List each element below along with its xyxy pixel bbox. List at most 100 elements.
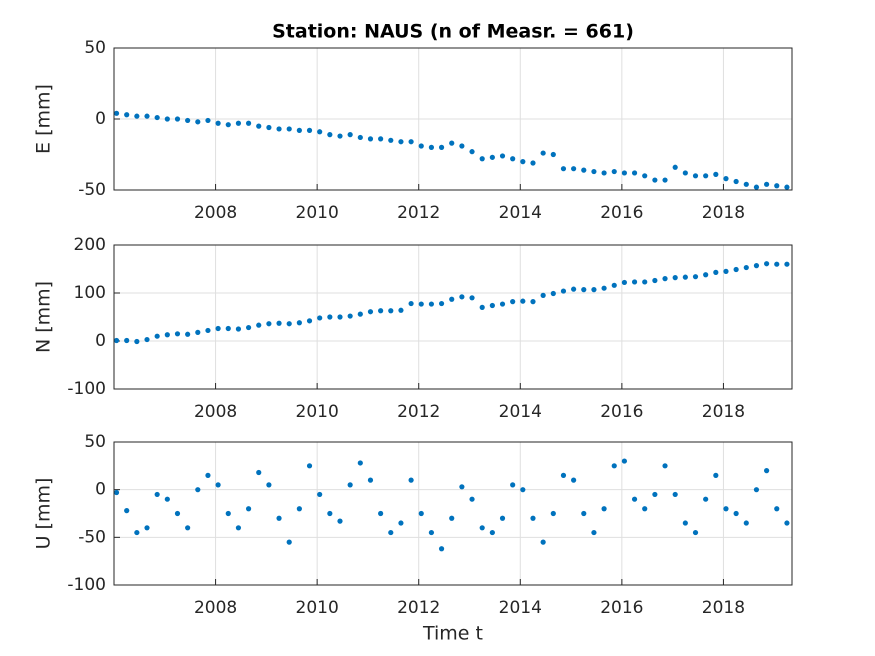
y-axis-label: N [mm]: [33, 281, 55, 353]
data-point: [205, 117, 211, 124]
data-point: [185, 117, 191, 124]
data-point: [337, 133, 343, 139]
x-tick-label: 2008: [194, 402, 237, 422]
data-point: [692, 274, 699, 280]
data-point: [286, 126, 292, 132]
data-point: [378, 308, 384, 314]
data-point: [327, 510, 333, 517]
data-point: [185, 525, 191, 531]
y-tick-label: -50: [78, 527, 106, 547]
x-tick-label: 2010: [296, 203, 339, 223]
data-point: [611, 282, 617, 288]
y-tick-label: 100: [74, 283, 106, 303]
data-point: [235, 326, 242, 332]
data-point: [662, 463, 668, 469]
data-point: [428, 301, 435, 307]
data-point: [438, 546, 445, 552]
data-point: [601, 506, 607, 512]
data-point: [174, 510, 181, 517]
data-point: [560, 166, 567, 172]
data-point: [692, 529, 699, 536]
data-point: [672, 275, 678, 281]
data-point: [408, 477, 414, 483]
data-point: [631, 279, 638, 285]
data-point: [682, 520, 688, 526]
data-point: [388, 137, 394, 143]
data-point: [581, 287, 587, 293]
data-point: [611, 463, 617, 469]
data-point: [164, 496, 170, 502]
data-point: [652, 277, 658, 284]
data-point: [357, 311, 363, 317]
data-point: [520, 298, 526, 304]
data-point: [134, 338, 140, 345]
data-point: [195, 329, 201, 335]
y-tick-label: -100: [67, 379, 106, 399]
data-point: [266, 124, 272, 131]
data-point: [469, 149, 475, 155]
data-point: [113, 337, 120, 344]
data-point: [550, 151, 556, 158]
plot-area: [114, 245, 792, 389]
data-point: [195, 119, 201, 125]
y-axis-label: U [mm]: [33, 478, 55, 550]
data-point: [469, 496, 475, 502]
data-point: [723, 506, 729, 512]
data-point: [662, 276, 668, 282]
data-point: [337, 314, 343, 320]
data-point: [256, 469, 262, 476]
data-point: [662, 177, 668, 183]
data-point: [540, 292, 546, 298]
data-point: [317, 129, 323, 135]
data-point: [672, 491, 678, 498]
data-point: [733, 266, 739, 273]
data-point: [459, 143, 465, 149]
data-point: [774, 506, 780, 512]
data-point: [347, 313, 353, 319]
data-point: [286, 321, 292, 327]
data-point: [540, 150, 546, 156]
x-tick-label: 2014: [499, 402, 542, 422]
data-point: [764, 261, 770, 267]
data-point: [733, 510, 739, 517]
data-point: [134, 113, 140, 119]
y-tick-label: 200: [74, 235, 106, 255]
data-point: [489, 154, 495, 160]
data-point: [327, 314, 333, 320]
data-point: [682, 274, 688, 280]
data-point: [235, 525, 242, 531]
data-point: [418, 510, 424, 517]
data-point: [723, 268, 729, 274]
data-point: [560, 472, 567, 478]
y-tick-label: 0: [95, 480, 106, 500]
data-point: [276, 320, 282, 326]
data-point: [489, 529, 495, 536]
data-point: [124, 337, 130, 344]
data-point: [347, 482, 353, 488]
data-point: [337, 518, 343, 524]
data-point: [652, 177, 658, 183]
x-tick-label: 2012: [397, 402, 440, 422]
data-point: [489, 302, 495, 309]
data-point: [266, 321, 272, 327]
data-point: [550, 510, 556, 517]
data-point: [124, 112, 130, 118]
data-point: [459, 484, 465, 490]
data-point: [296, 506, 302, 512]
data-point: [520, 487, 526, 493]
data-point: [306, 463, 313, 469]
data-point: [388, 529, 394, 536]
data-point: [398, 139, 404, 145]
data-point: [703, 173, 709, 179]
data-point: [713, 171, 719, 177]
data-point: [540, 539, 546, 545]
data-point: [591, 168, 597, 175]
data-point: [276, 126, 282, 132]
data-point: [367, 136, 374, 142]
data-point: [144, 336, 150, 343]
data-point: [581, 167, 587, 173]
data-point: [438, 300, 445, 307]
data-point: [743, 264, 749, 271]
data-point: [185, 331, 191, 337]
data-point: [174, 116, 181, 122]
